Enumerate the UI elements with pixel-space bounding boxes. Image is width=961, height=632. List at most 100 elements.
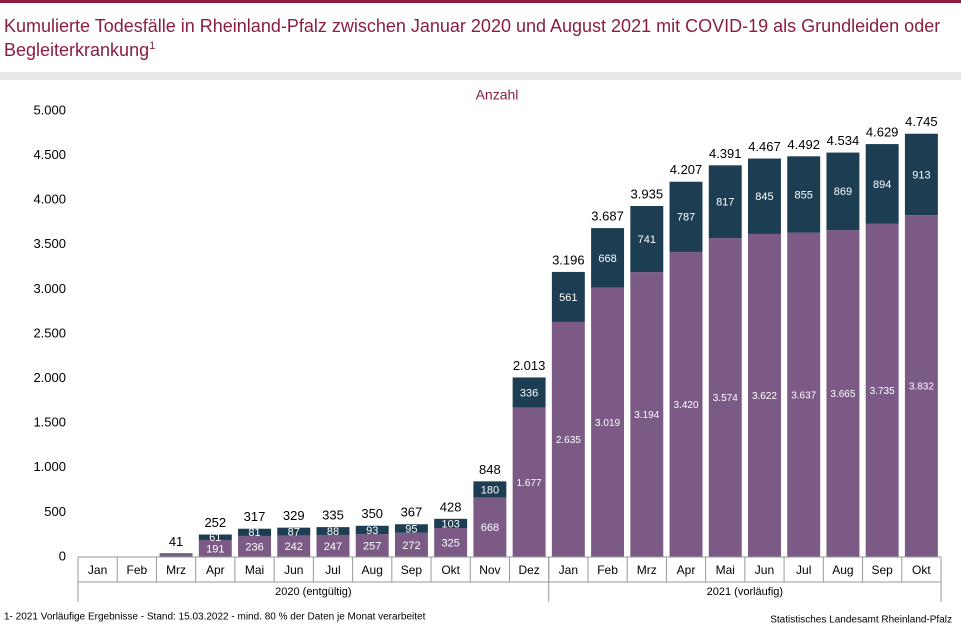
title-text: Kumulierte Todesfälle in Rheinland-Pfalz… — [4, 16, 941, 60]
segment-label: 668 — [481, 522, 499, 534]
total-label: 4.391 — [709, 146, 742, 161]
x-tick-label: Okt — [912, 563, 931, 577]
bar-segment — [238, 535, 271, 557]
segment-label: 894 — [873, 179, 891, 191]
segment-label: 61 — [209, 532, 221, 544]
chart-title: Kumulierte Todesfälle in Rheinland-Pfalz… — [4, 14, 954, 62]
bar-segment — [277, 535, 311, 557]
x-tick-label: Apr — [206, 563, 225, 577]
x-tick-label: Mai — [245, 563, 264, 577]
bar-segment — [904, 215, 938, 557]
bar-segment — [708, 165, 742, 239]
segment-label: 3.622 — [752, 391, 777, 402]
bar-segment — [551, 271, 585, 322]
x-tick-label: Sep — [871, 563, 893, 577]
bar-segment — [434, 518, 468, 529]
segment-label: 3.574 — [713, 393, 738, 404]
segment-label: 336 — [520, 387, 538, 399]
bar-segment — [591, 287, 625, 557]
bar-segment — [316, 534, 350, 557]
total-label: 428 — [440, 499, 462, 514]
bar-segment — [904, 133, 938, 216]
y-tick-label: 1.000 — [33, 459, 66, 474]
total-label: 4.534 — [827, 133, 860, 148]
footnote: 1- 2021 Vorläufige Ergebnisse - Stand: 1… — [4, 612, 426, 623]
bar-segment — [748, 158, 781, 234]
y-tick-label: 4.500 — [33, 147, 66, 162]
bar-segment — [865, 144, 899, 224]
segment-label: 561 — [559, 292, 577, 304]
segment-label: 87 — [288, 526, 300, 538]
group-label: 2020 (entgültig) — [275, 586, 351, 598]
total-label: 3.935 — [631, 186, 664, 201]
y-tick-label: 4.000 — [33, 192, 66, 207]
segment-label: 95 — [405, 523, 417, 535]
x-tick-label: Apr — [677, 563, 696, 577]
segment-label: 180 — [481, 484, 499, 496]
total-label: 4.629 — [866, 125, 899, 140]
bar-segment — [473, 481, 507, 498]
y-tick-label: 0 — [59, 548, 66, 563]
bar-segment — [394, 532, 428, 557]
segment-label: 3.832 — [909, 382, 934, 393]
bar-segment — [434, 528, 468, 557]
x-tick-label: Jun — [755, 563, 774, 577]
bar-segment — [708, 238, 742, 557]
total-label: 41 — [169, 534, 183, 549]
x-tick-label: Mrz — [166, 563, 186, 577]
segment-label: 3.637 — [791, 390, 816, 401]
total-label: 848 — [479, 462, 501, 477]
total-label: 329 — [283, 508, 305, 523]
y-tick-label: 3.500 — [33, 236, 66, 251]
bar-segment — [394, 524, 428, 533]
bar-segment — [669, 251, 703, 557]
segment-label: 668 — [598, 253, 616, 265]
x-tick-label: Mrz — [637, 563, 657, 577]
x-tick-label: Aug — [362, 563, 383, 577]
bar-segment — [512, 377, 546, 408]
x-tick-label: Okt — [441, 563, 460, 577]
bar-segment — [748, 233, 781, 557]
segment-label: 3.194 — [634, 410, 659, 421]
segment-label: 3.019 — [595, 418, 620, 429]
bar-segment — [277, 527, 311, 536]
total-label: 317 — [244, 509, 266, 524]
segment-label: 3.665 — [830, 389, 855, 400]
total-label: 3.687 — [591, 209, 624, 224]
subtitle: Anzahl — [476, 87, 519, 103]
y-tick-label: 3.000 — [33, 281, 66, 296]
bar-segment — [826, 152, 860, 231]
segment-label: 787 — [677, 212, 695, 224]
segment-label: 236 — [245, 541, 263, 553]
x-tick-label: Nov — [479, 563, 500, 577]
bar-segment — [630, 272, 664, 557]
bar-segment — [198, 539, 232, 557]
x-tick-label: Jul — [796, 563, 811, 577]
x-tick-label: Jul — [325, 563, 340, 577]
total-label: 4.492 — [787, 137, 820, 152]
segment-label: 741 — [638, 234, 656, 246]
total-label: 2.013 — [513, 358, 546, 373]
y-tick-label: 500 — [44, 504, 66, 519]
total-label: 4.745 — [905, 114, 938, 129]
x-tick-label: Feb — [126, 563, 147, 577]
total-label: 3.196 — [552, 252, 585, 267]
x-tick-label: Jan — [559, 563, 578, 577]
segment-label: 191 — [206, 543, 224, 555]
segment-label: 93 — [366, 525, 378, 537]
segment-label: 3.735 — [870, 386, 895, 397]
segment-label: 913 — [912, 169, 930, 181]
title-note: 1 — [149, 40, 156, 52]
segment-label: 325 — [441, 537, 459, 549]
group-label: 2021 (vorläufig) — [707, 586, 783, 598]
x-tick-label: Mai — [716, 563, 735, 577]
bar-segment — [669, 181, 703, 252]
x-tick-label: Aug — [832, 563, 853, 577]
segment-label: 88 — [327, 526, 339, 538]
segment-label: 1.677 — [517, 478, 542, 489]
y-tick-label: 5.000 — [33, 102, 66, 117]
bar-segment — [316, 527, 350, 535]
bar-segment — [159, 554, 193, 557]
separator — [0, 72, 961, 80]
